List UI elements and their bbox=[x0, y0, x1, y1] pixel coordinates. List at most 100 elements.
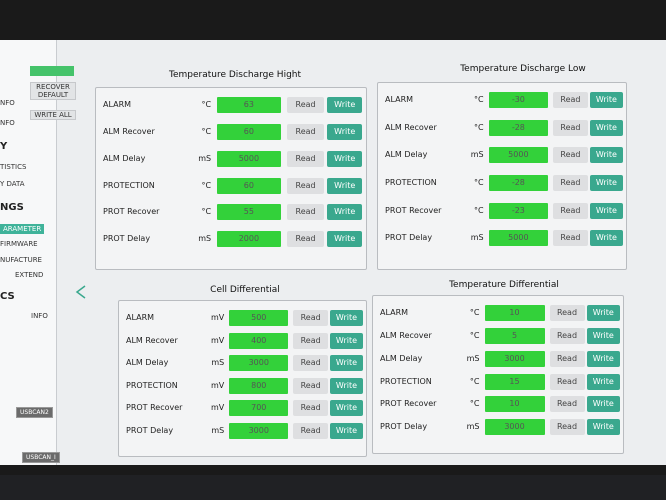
nav-item[interactable]: Y bbox=[0, 141, 8, 152]
read-button[interactable]: Read bbox=[553, 119, 588, 136]
nav-item[interactable]: NFO bbox=[0, 99, 15, 107]
write-button[interactable]: Write bbox=[590, 230, 623, 247]
nav-item[interactable]: EXTEND bbox=[15, 271, 44, 279]
field-value[interactable]: 3000 bbox=[229, 422, 289, 439]
nav-item[interactable]: NFO bbox=[0, 119, 15, 127]
field-unit: mS bbox=[470, 233, 484, 243]
read-button[interactable]: Read bbox=[553, 230, 588, 247]
read-button[interactable]: Read bbox=[286, 231, 325, 248]
write-button[interactable]: Write bbox=[587, 350, 620, 367]
read-button[interactable]: Read bbox=[549, 305, 585, 321]
write-button[interactable]: Write bbox=[587, 419, 620, 436]
read-button[interactable]: Read bbox=[293, 400, 328, 416]
field-value[interactable]: 60 bbox=[216, 177, 282, 194]
field-label: ALARM bbox=[380, 308, 409, 317]
field-value[interactable]: 3000 bbox=[484, 419, 545, 436]
write-button[interactable]: Write bbox=[590, 175, 623, 191]
field-value[interactable]: 700 bbox=[229, 400, 289, 416]
write-button[interactable]: Write bbox=[327, 97, 363, 113]
nav-item[interactable]: NUFACTURE bbox=[0, 256, 42, 264]
write-button[interactable]: Write bbox=[327, 231, 363, 248]
read-button[interactable]: Read bbox=[553, 175, 588, 191]
nav-item[interactable]: NGS bbox=[0, 202, 24, 213]
read-button[interactable]: Read bbox=[549, 373, 585, 390]
nav-item[interactable]: CS bbox=[0, 291, 15, 302]
field-value[interactable]: 3000 bbox=[229, 355, 289, 371]
field-value[interactable]: 60 bbox=[216, 123, 282, 140]
read-button[interactable]: Read bbox=[286, 97, 325, 113]
read-button[interactable]: Read bbox=[553, 202, 588, 219]
field-value[interactable]: 5000 bbox=[216, 150, 282, 167]
panel-title: Cell Differential bbox=[210, 285, 280, 295]
read-button[interactable]: Read bbox=[293, 310, 328, 326]
field-unit: °C bbox=[474, 178, 484, 187]
field-value[interactable]: 400 bbox=[229, 332, 289, 349]
read-button[interactable]: Read bbox=[286, 123, 325, 140]
field-value[interactable]: -23 bbox=[488, 202, 549, 219]
write-button[interactable]: Write bbox=[587, 305, 620, 321]
back-arrow[interactable] bbox=[74, 284, 88, 300]
write-button[interactable]: Write bbox=[330, 422, 363, 439]
nav-item[interactable]: FIRMWARE bbox=[0, 240, 38, 248]
read-button[interactable]: Read bbox=[286, 204, 325, 221]
read-button[interactable]: Read bbox=[549, 419, 585, 436]
write-button[interactable]: Write bbox=[327, 150, 363, 167]
write-button[interactable]: Write bbox=[330, 377, 363, 394]
panel-title: Temperature Differential bbox=[449, 280, 559, 290]
nav-item[interactable]: INFO bbox=[31, 312, 48, 320]
read-button[interactable]: Read bbox=[286, 150, 325, 167]
field-value[interactable]: 800 bbox=[229, 377, 289, 394]
write-button[interactable]: Write bbox=[330, 310, 363, 326]
field-unit: °C bbox=[201, 126, 212, 136]
field-value[interactable]: 5000 bbox=[488, 230, 549, 247]
write-button[interactable]: Write bbox=[590, 147, 623, 164]
field-value[interactable]: -28 bbox=[488, 119, 549, 136]
read-button[interactable]: Read bbox=[549, 396, 585, 413]
field-unit: °C bbox=[469, 399, 480, 409]
read-button[interactable]: Read bbox=[549, 327, 585, 344]
field-value[interactable]: 2000 bbox=[216, 231, 282, 248]
field-value[interactable]: 55 bbox=[216, 204, 282, 221]
read-button[interactable]: Read bbox=[286, 177, 325, 194]
read-button[interactable]: Read bbox=[293, 355, 328, 371]
write-button[interactable]: Write bbox=[327, 123, 363, 140]
field-value[interactable]: -30 bbox=[488, 92, 549, 108]
write-button[interactable]: Write bbox=[330, 400, 363, 416]
write-button[interactable]: Write bbox=[327, 177, 363, 194]
field-value[interactable]: 500 bbox=[229, 310, 289, 326]
read-button[interactable]: Read bbox=[293, 377, 328, 394]
write-button[interactable]: Write bbox=[590, 92, 623, 108]
write-button[interactable]: Write bbox=[587, 373, 620, 390]
field-value[interactable]: 10 bbox=[484, 305, 545, 321]
write-button[interactable]: Write bbox=[587, 396, 620, 413]
read-button[interactable]: Read bbox=[553, 92, 588, 108]
field-value[interactable]: 5000 bbox=[488, 147, 549, 164]
read-button[interactable]: Read bbox=[549, 350, 585, 367]
field-value[interactable]: 5 bbox=[484, 327, 545, 344]
read-button[interactable]: Read bbox=[553, 147, 588, 164]
field-value[interactable]: 15 bbox=[484, 373, 545, 390]
write-button[interactable]: Write bbox=[330, 332, 363, 349]
nav-item[interactable]: TISTICS bbox=[0, 163, 27, 171]
nav-item[interactable]: ARAMETER bbox=[0, 224, 45, 234]
read-button[interactable]: Read bbox=[293, 422, 328, 439]
field-label: PROTECTION bbox=[103, 180, 155, 190]
read-button[interactable]: Read bbox=[293, 332, 328, 349]
write-button[interactable]: Write bbox=[330, 355, 363, 371]
field-value[interactable]: 10 bbox=[484, 396, 545, 413]
port-select[interactable]: USBCAN2 bbox=[16, 407, 53, 418]
write-button[interactable]: Write bbox=[590, 119, 623, 136]
field-unit: °C bbox=[474, 122, 484, 132]
field-value[interactable]: 3000 bbox=[484, 350, 545, 367]
write-button[interactable]: Write bbox=[327, 204, 363, 221]
field-value[interactable]: 63 bbox=[216, 97, 282, 113]
write-button[interactable]: Write bbox=[587, 327, 620, 344]
recover-default-button[interactable]: RECOVER DEFAULT bbox=[30, 82, 76, 100]
write-all-button[interactable]: WRITE ALL bbox=[30, 110, 76, 120]
field-value[interactable]: -28 bbox=[488, 175, 549, 191]
port-select[interactable]: USBCAN_I bbox=[22, 452, 60, 463]
nav-item[interactable]: Y DATA bbox=[0, 180, 25, 188]
panel-title: Temperature Discharge Low bbox=[460, 64, 586, 74]
write-button[interactable]: Write bbox=[590, 202, 623, 219]
